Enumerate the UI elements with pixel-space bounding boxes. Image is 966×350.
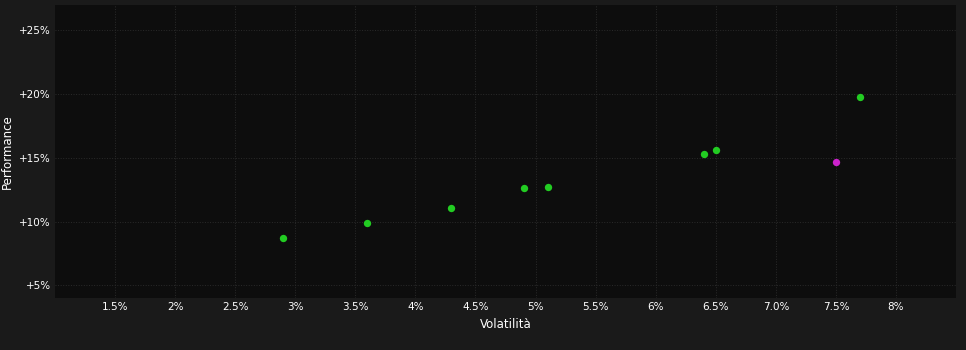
Point <box>443 205 459 210</box>
Point <box>275 235 291 241</box>
Point <box>708 147 724 153</box>
Point <box>696 151 711 157</box>
Point <box>852 94 867 99</box>
Y-axis label: Performance: Performance <box>1 114 14 189</box>
X-axis label: Volatilità: Volatilità <box>480 318 531 331</box>
Point <box>359 220 375 226</box>
Point <box>828 159 843 164</box>
Point <box>516 186 531 191</box>
Point <box>540 184 555 190</box>
